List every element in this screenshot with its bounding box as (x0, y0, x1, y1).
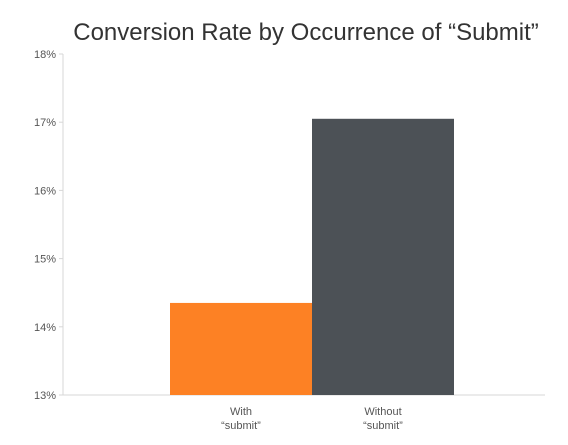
bar-1 (312, 118, 454, 395)
y-axis-ticks: 13% 14% 15% 16% 17% 18% (34, 49, 63, 402)
bars-group (170, 118, 454, 395)
y-tick-label: 13% (34, 390, 56, 402)
y-tick-label: 16% (34, 185, 56, 197)
y-tick-label: 18% (34, 49, 56, 61)
y-tick-label: 15% (34, 254, 56, 266)
x-category-label: “submit” (221, 420, 261, 432)
y-tick-label: 17% (34, 117, 56, 129)
x-category-label: With (230, 406, 252, 418)
chart-title: Conversion Rate by Occurrence of “Submit… (73, 19, 539, 46)
bar-0 (170, 302, 312, 395)
x-category-label: “submit” (363, 420, 403, 432)
x-axis-labels: With “submit” Without “submit” (221, 406, 403, 432)
y-tick-label: 14% (34, 322, 56, 334)
x-category-label: Without (364, 406, 401, 418)
